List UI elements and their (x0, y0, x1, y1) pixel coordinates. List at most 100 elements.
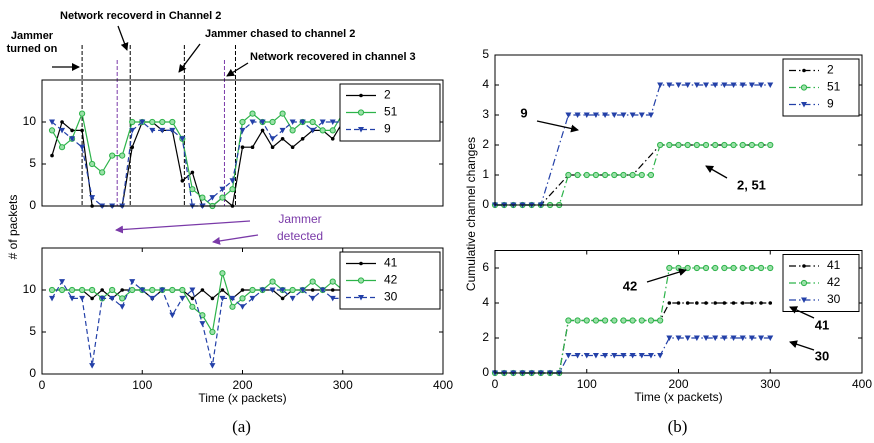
legend-marker (358, 295, 364, 301)
marker (99, 169, 106, 176)
marker (300, 137, 305, 141)
legend-label: 42 (384, 273, 398, 287)
marker (319, 127, 326, 134)
marker (209, 195, 216, 201)
marker (758, 82, 765, 88)
marker (712, 264, 719, 272)
marker (309, 295, 316, 302)
marker (219, 295, 226, 302)
marker (667, 301, 672, 305)
marker (249, 286, 256, 294)
marker (169, 312, 176, 319)
marker (249, 119, 256, 125)
marker (179, 286, 186, 294)
marker (629, 112, 636, 118)
marker (329, 295, 336, 302)
marker (757, 141, 765, 149)
annotation: Jammer (278, 212, 321, 226)
legend-marker (357, 277, 365, 284)
marker (721, 141, 728, 149)
series (48, 270, 346, 336)
annotation-arrow (646, 268, 687, 283)
marker (69, 295, 76, 302)
legend-marker (802, 68, 806, 73)
x-tick-label: 0 (492, 377, 499, 391)
annotation-arrow (705, 165, 728, 179)
marker (702, 141, 710, 149)
annotation: Jammer chased to channel 2 (205, 28, 355, 40)
legend-marker (359, 93, 363, 98)
marker (289, 127, 296, 134)
y-tick-label: 10 (23, 282, 37, 296)
marker (740, 301, 745, 305)
legend-label: 41 (827, 258, 841, 272)
marker (169, 286, 176, 294)
marker (60, 120, 64, 124)
marker (89, 160, 96, 168)
marker (767, 82, 774, 88)
marker (693, 264, 700, 272)
marker (767, 264, 774, 272)
marker (58, 144, 66, 151)
marker (329, 127, 336, 134)
marker (611, 317, 618, 324)
marker (666, 141, 673, 149)
marker (685, 301, 690, 305)
marker (149, 127, 156, 134)
marker (229, 186, 236, 193)
marker (48, 127, 56, 134)
annotation: Network recovered in channel 3 (250, 51, 416, 63)
x-tick-label: 300 (333, 378, 353, 392)
marker (240, 145, 245, 149)
marker (329, 278, 336, 285)
marker (120, 288, 124, 292)
marker (693, 335, 700, 341)
marker (638, 112, 645, 118)
annotation: 41 (815, 317, 829, 332)
legend-label: 30 (827, 292, 841, 306)
annotation: 42 (623, 278, 637, 293)
marker (169, 118, 176, 126)
marker (730, 141, 737, 149)
y-tick-label: 1 (482, 167, 489, 181)
marker (179, 136, 186, 142)
marker (574, 171, 581, 179)
marker (209, 363, 216, 369)
marker (59, 127, 66, 134)
marker (239, 127, 246, 134)
x-tick-label: 400 (852, 377, 872, 391)
marker (219, 194, 226, 201)
y-tick-label: 0 (29, 366, 36, 380)
legend-marker (359, 261, 363, 266)
marker (319, 119, 326, 125)
series (492, 82, 774, 208)
marker (731, 301, 736, 305)
marker (574, 112, 581, 118)
marker (739, 82, 746, 88)
y-tick-label: 5 (29, 156, 36, 170)
marker (767, 141, 774, 149)
marker (693, 82, 700, 88)
marker (270, 145, 275, 149)
marker (647, 353, 654, 359)
legend-label: 51 (384, 105, 398, 119)
marker (739, 264, 746, 272)
marker (565, 112, 572, 118)
y-tick-label: 4 (482, 77, 489, 91)
y-tick-label: 2 (482, 330, 489, 344)
marker (310, 288, 315, 292)
marker (574, 317, 581, 324)
marker (657, 353, 664, 359)
y-tick-label: 10 (23, 114, 37, 128)
x-tick-label: 300 (760, 377, 780, 391)
marker (684, 82, 691, 88)
marker (767, 335, 774, 341)
marker (620, 112, 627, 118)
marker (757, 264, 765, 272)
marker (220, 288, 225, 292)
annotation: Jammer (11, 30, 54, 42)
marker (50, 153, 54, 158)
marker (89, 286, 96, 294)
legend-label: 2 (384, 88, 391, 102)
marker (638, 317, 645, 324)
